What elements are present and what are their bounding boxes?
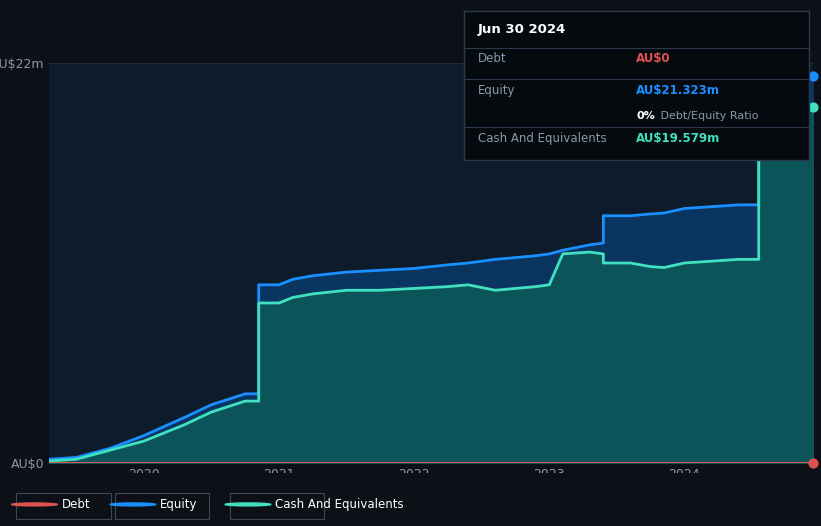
Text: Debt/Equity Ratio: Debt/Equity Ratio [657, 111, 759, 121]
Point [806, 103, 819, 112]
Point [806, 459, 819, 467]
FancyBboxPatch shape [115, 493, 209, 519]
Text: Debt: Debt [478, 53, 507, 66]
Point [806, 72, 819, 80]
FancyBboxPatch shape [16, 493, 111, 519]
Text: Cash And Equivalents: Cash And Equivalents [478, 132, 606, 145]
Text: AU$19.579m: AU$19.579m [636, 132, 721, 145]
Text: 0%: 0% [636, 111, 655, 121]
Circle shape [11, 503, 57, 506]
Circle shape [225, 503, 271, 506]
Text: AU$21.323m: AU$21.323m [636, 84, 720, 97]
Text: AU$0: AU$0 [636, 53, 671, 66]
Text: Debt: Debt [62, 498, 90, 511]
Text: Equity: Equity [478, 84, 515, 97]
Circle shape [110, 503, 156, 506]
Text: Jun 30 2024: Jun 30 2024 [478, 23, 566, 36]
Text: Cash And Equivalents: Cash And Equivalents [275, 498, 404, 511]
Text: Equity: Equity [160, 498, 198, 511]
FancyBboxPatch shape [230, 493, 324, 519]
